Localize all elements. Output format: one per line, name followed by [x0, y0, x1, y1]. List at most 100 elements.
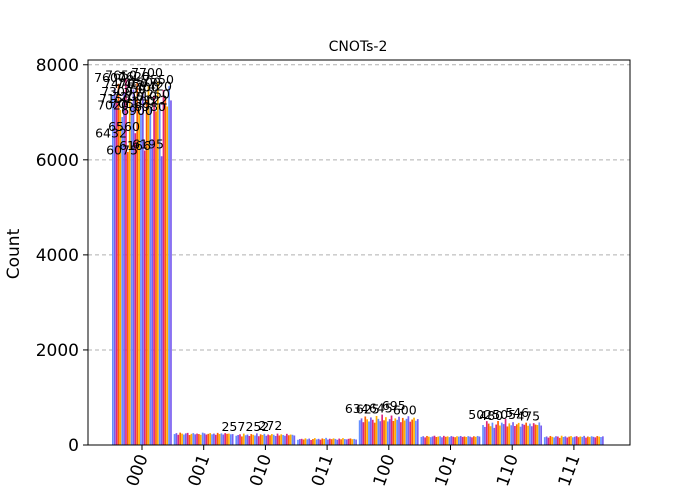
bar: [192, 433, 195, 445]
bar: [224, 433, 227, 445]
value-label: 7420: [140, 78, 172, 93]
bar: [228, 433, 230, 445]
bar: [385, 417, 387, 445]
value-label: 475: [516, 408, 540, 423]
bar: [259, 434, 262, 445]
bar: [435, 437, 438, 445]
bar: [439, 436, 441, 445]
bar: [235, 435, 238, 445]
value-label: 6560: [108, 119, 140, 134]
bar: [553, 437, 555, 445]
bar: [515, 424, 518, 445]
bar: [237, 435, 239, 445]
y-tick-label: 8000: [36, 56, 79, 76]
bar: [450, 436, 453, 445]
value-label: 505: [492, 407, 516, 422]
bar: [448, 437, 451, 445]
bar: [186, 432, 189, 445]
bar: [293, 435, 296, 445]
bar: [540, 425, 543, 445]
bar: [242, 433, 245, 445]
bar: [403, 420, 406, 445]
bar: [529, 423, 531, 445]
bar: [140, 113, 142, 445]
bar: [209, 433, 212, 445]
bar: [343, 439, 346, 445]
bar: [216, 432, 219, 445]
bar: [377, 418, 380, 445]
bar: [495, 424, 498, 445]
bar: [263, 433, 266, 445]
bar: [241, 436, 243, 445]
bar: [157, 81, 159, 445]
bar: [405, 418, 408, 445]
bar: [585, 437, 587, 445]
bar: [261, 435, 264, 445]
bar: [312, 439, 314, 445]
bar: [519, 426, 522, 445]
value-label: 600: [393, 403, 417, 418]
bar: [179, 432, 182, 445]
bar: [177, 434, 180, 445]
bar: [291, 434, 294, 445]
bar: [371, 419, 374, 445]
bar: [319, 439, 322, 445]
value-label: 7620: [118, 69, 150, 84]
value-label: 7600: [94, 70, 126, 85]
bar: [422, 436, 425, 445]
bar: [581, 436, 584, 445]
bar: [142, 93, 144, 446]
bar: [162, 89, 165, 445]
y-tick-label: 6000: [36, 151, 79, 171]
bar: [248, 435, 251, 445]
bar: [364, 416, 367, 445]
bar: [164, 98, 167, 446]
bar: [231, 434, 234, 445]
bar: [117, 83, 120, 446]
value-label: 7200: [112, 89, 144, 104]
bar: [444, 436, 447, 445]
bar: [401, 417, 404, 445]
bar: [351, 439, 354, 445]
bar: [113, 88, 116, 446]
bar: [596, 436, 599, 445]
bar: [181, 433, 183, 445]
bar: [175, 433, 178, 445]
bar: [340, 439, 342, 445]
bar: [573, 436, 576, 445]
x-tick-label: 010: [246, 452, 276, 489]
bar: [409, 421, 412, 445]
bar: [173, 434, 176, 445]
bar: [426, 435, 428, 445]
bar: [437, 436, 440, 445]
bar: [461, 436, 464, 445]
value-label: 7050: [110, 96, 142, 111]
bar: [441, 437, 443, 445]
bar: [321, 438, 324, 445]
bar: [201, 432, 204, 445]
bar: [398, 416, 400, 445]
bar: [250, 434, 253, 445]
bar: [458, 436, 460, 445]
bar: [325, 437, 327, 445]
bar: [572, 437, 574, 445]
bar: [213, 433, 215, 445]
bar: [222, 434, 225, 445]
bar: [493, 427, 496, 445]
bar: [239, 434, 241, 445]
bar: [289, 434, 292, 445]
bar: [549, 435, 552, 445]
bar: [136, 82, 139, 445]
bar: [433, 435, 436, 445]
bar: [510, 425, 513, 445]
bar: [134, 133, 137, 445]
bar: [254, 435, 256, 445]
bar: [199, 434, 202, 445]
bar: [428, 436, 430, 445]
value-label: 7400: [127, 79, 159, 94]
bar: [149, 107, 152, 445]
bar: [115, 102, 118, 446]
bar: [353, 438, 356, 445]
value-label: 7210: [125, 88, 157, 103]
